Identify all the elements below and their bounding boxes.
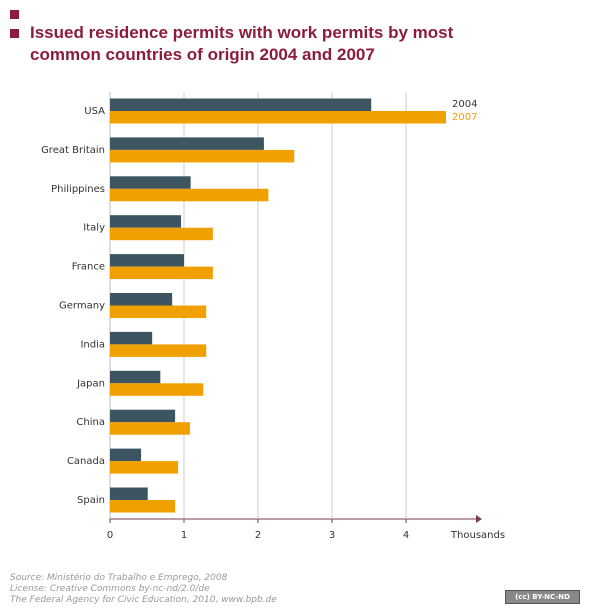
license-badge: (cc) BY-NC-ND [505,590,580,604]
title-marker [10,10,19,19]
bar [110,331,153,345]
y-tick-label: Great Britain [41,145,105,156]
y-tick-label: Spain [77,495,105,506]
bar [110,266,213,280]
bar [110,176,191,189]
bar [110,188,269,202]
bar [110,448,142,462]
bar [110,137,264,150]
source: Source: Ministério do Trabalho e Emprego… [10,573,277,606]
legend-label: 2007 [452,112,477,123]
y-tick-label: India [80,339,105,350]
x-axis-label: Thousands [450,530,505,541]
bar [110,344,207,357]
bar [110,370,161,384]
y-tick-label: Japan [76,378,105,389]
bar [110,293,173,306]
bar [110,98,372,111]
axis-arrow [476,515,482,523]
bar [110,383,204,396]
bar [110,409,176,423]
bar [110,227,213,241]
x-tick-label: 1 [181,530,187,541]
y-tick-label: Philippines [51,184,105,195]
bar [110,305,207,318]
chart-title: Issued residence permits with work permi… [30,23,454,64]
source-line: Source: Ministério do Trabalho e Emprego… [10,573,228,583]
source-line: The Federal Agency for Civic Education, … [10,595,277,605]
bar [110,149,295,163]
x-tick-label: 2 [255,530,261,541]
license-text: BY-NC-ND [532,593,570,601]
bar [110,422,190,435]
y-tick-label: France [72,262,105,273]
y-tick-label: China [76,417,105,428]
y-tick-label: Germany [59,301,105,312]
legend-label: 2004 [452,99,477,110]
bar [110,215,182,228]
bar [110,461,179,474]
source-line: License: Creative Commons by-nc-nd/2.0/d… [10,584,210,594]
x-tick-label: 4 [403,530,409,541]
bar [110,487,148,500]
x-tick-label: 3 [329,530,335,541]
y-tick-label: Canada [67,456,105,467]
bar [110,254,184,267]
bar [110,500,176,513]
x-tick-label: 0 [107,530,113,541]
y-tick-label: USA [84,106,105,117]
y-tick-label: Italy [83,223,105,234]
bar [110,111,446,124]
title-marker [10,29,19,38]
